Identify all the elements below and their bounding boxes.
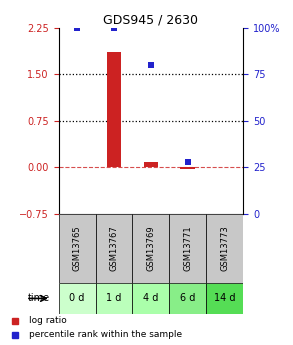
- Text: GSM13765: GSM13765: [73, 226, 81, 271]
- Text: percentile rank within the sample: percentile rank within the sample: [29, 330, 183, 339]
- Title: GDS945 / 2630: GDS945 / 2630: [103, 13, 198, 27]
- Text: 1 d: 1 d: [106, 294, 122, 303]
- Text: GSM13767: GSM13767: [110, 226, 118, 271]
- Text: 14 d: 14 d: [214, 294, 236, 303]
- Bar: [169, 283, 206, 314]
- Bar: [96, 214, 132, 283]
- Bar: [132, 214, 169, 283]
- Text: GSM13773: GSM13773: [220, 226, 229, 271]
- Text: 0 d: 0 d: [69, 294, 85, 303]
- Bar: [96, 283, 132, 314]
- Bar: [180, 167, 195, 169]
- Text: GSM13769: GSM13769: [146, 226, 155, 271]
- Bar: [206, 214, 243, 283]
- Bar: [169, 214, 206, 283]
- Text: log ratio: log ratio: [29, 316, 67, 325]
- Text: GSM13771: GSM13771: [183, 226, 192, 271]
- Text: time: time: [28, 294, 50, 303]
- Bar: [107, 52, 121, 167]
- Bar: [144, 162, 158, 167]
- Bar: [132, 283, 169, 314]
- Bar: [206, 283, 243, 314]
- Bar: [59, 283, 96, 314]
- Text: 4 d: 4 d: [143, 294, 159, 303]
- Text: 6 d: 6 d: [180, 294, 195, 303]
- Bar: [59, 214, 96, 283]
